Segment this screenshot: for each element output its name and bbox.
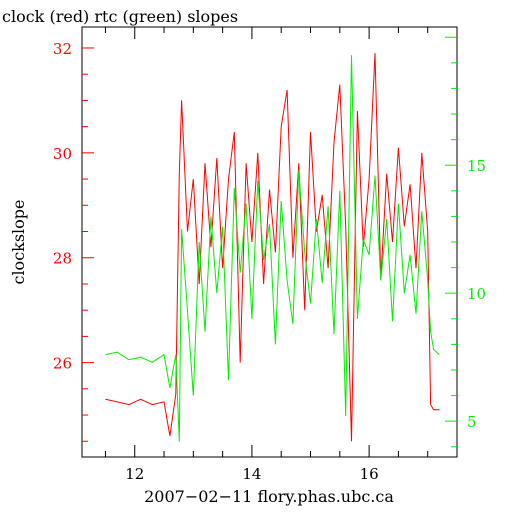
left-y-axis: 26 28 30 32	[53, 40, 94, 442]
x-tick-label: 16	[360, 465, 379, 483]
series-layer	[105, 53, 440, 442]
y-left-tick-label: 30	[53, 145, 72, 163]
x-axis: 12 14 16	[104, 27, 429, 483]
y-left-tick-label: 26	[53, 355, 72, 373]
y-axis-label: clockslope	[9, 199, 28, 284]
right-y-axis: 5 10 15	[445, 36, 486, 448]
series-line-rtc	[105, 55, 440, 442]
y-right-tick-label: 15	[467, 157, 486, 175]
y-left-tick-label: 28	[53, 250, 72, 268]
x-tick-label: 12	[125, 465, 144, 483]
series-line-clock	[105, 53, 440, 442]
y-right-tick-label: 10	[467, 285, 486, 303]
x-tick-label: 14	[242, 465, 261, 483]
x-axis-label: 2007−02−11 flory.phas.ubc.ca	[144, 487, 394, 506]
y-right-tick-label: 5	[467, 413, 477, 431]
y-left-tick-label: 32	[53, 40, 72, 58]
chart-title: clock (red) rtc (green) slopes	[2, 7, 238, 26]
